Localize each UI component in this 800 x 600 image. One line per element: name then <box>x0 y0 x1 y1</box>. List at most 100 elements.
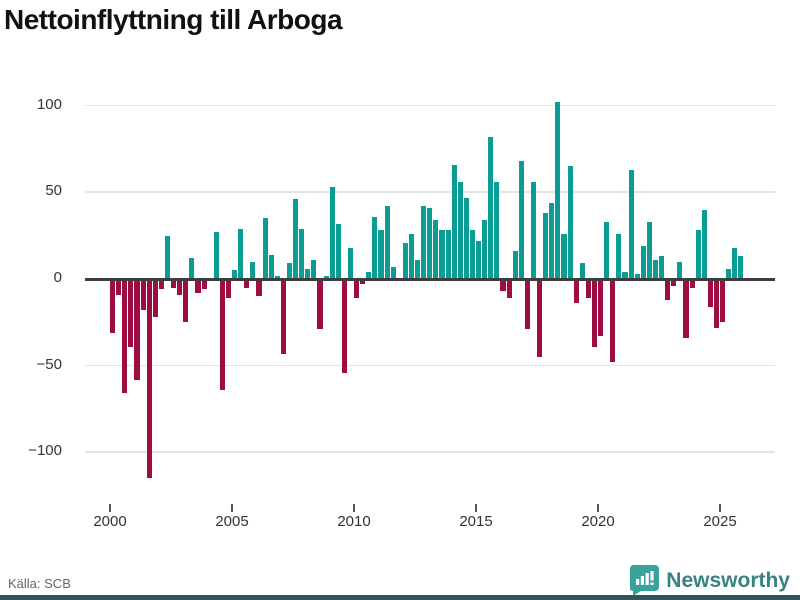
bar <box>299 228 305 279</box>
x-axis-label: 2010 <box>337 513 371 530</box>
bar <box>201 279 207 290</box>
bar <box>274 275 280 279</box>
bar <box>567 166 573 279</box>
x-axis-tick <box>597 504 599 512</box>
bar <box>610 279 616 363</box>
bar <box>189 258 195 279</box>
bar <box>146 279 152 479</box>
chart-title: Nettoinflyttning till Arboga <box>4 4 343 35</box>
bar <box>225 279 232 299</box>
bar <box>335 223 341 279</box>
bar <box>415 259 421 279</box>
x-axis-tick <box>231 504 233 512</box>
bar <box>469 230 476 279</box>
y-axis-tick-label: −100 <box>28 442 62 460</box>
bar <box>726 268 732 279</box>
bar <box>457 181 463 279</box>
gridline <box>85 191 775 193</box>
bar <box>695 230 701 279</box>
bar <box>427 207 433 279</box>
bar <box>280 279 286 354</box>
bar <box>488 136 494 279</box>
bar <box>616 233 622 279</box>
bar <box>732 247 738 279</box>
bar <box>683 279 689 338</box>
bar <box>555 102 561 279</box>
bar <box>506 279 512 299</box>
x-axis-label: 2000 <box>93 513 127 530</box>
x-axis-label: 2015 <box>459 513 493 530</box>
bar <box>671 279 677 286</box>
bar <box>122 279 128 394</box>
bar <box>402 242 408 279</box>
x-axis-tick <box>475 504 477 512</box>
bar <box>329 187 335 279</box>
bar <box>219 279 225 390</box>
bar <box>354 279 360 299</box>
bar <box>152 279 158 318</box>
bar <box>579 263 585 279</box>
gridline <box>85 451 775 453</box>
bar <box>585 279 591 299</box>
bar <box>390 266 396 279</box>
bar <box>665 279 671 300</box>
gridline <box>85 364 775 367</box>
bar <box>561 233 567 279</box>
bar <box>689 279 695 288</box>
bar <box>140 279 146 311</box>
bar <box>164 235 171 279</box>
bar <box>158 279 164 290</box>
bar <box>366 272 372 279</box>
bar <box>177 279 183 295</box>
bar <box>659 256 665 279</box>
x-axis-label: 2005 <box>215 513 249 530</box>
bar <box>433 220 439 279</box>
footer-accent-bar <box>0 595 800 600</box>
bar <box>378 230 384 279</box>
bar <box>634 273 640 279</box>
bar <box>134 279 140 380</box>
bar <box>311 259 317 279</box>
bar <box>421 206 427 279</box>
bar <box>628 169 634 279</box>
x-axis-label: 2025 <box>703 513 737 530</box>
bar <box>238 228 244 279</box>
bar <box>360 279 366 285</box>
x-axis-tick <box>353 504 355 512</box>
bar <box>604 221 610 279</box>
bar <box>598 279 604 337</box>
bar <box>573 279 579 304</box>
bar <box>543 213 549 279</box>
bar <box>347 247 354 279</box>
y-axis-tick-label: 100 <box>36 95 62 113</box>
bar <box>463 197 469 279</box>
x-axis-tick <box>719 504 721 512</box>
bar <box>518 161 524 279</box>
bar <box>128 279 134 347</box>
bar <box>171 279 177 288</box>
bar <box>476 240 482 279</box>
bar <box>652 259 659 279</box>
bar <box>646 221 652 279</box>
bar <box>701 209 707 279</box>
bar <box>244 279 250 288</box>
bar <box>713 279 720 328</box>
bar <box>262 218 268 279</box>
bar <box>384 206 390 279</box>
source-text: Källa: SCB <box>8 576 71 591</box>
newsworthy-logo: Newsworthy <box>630 565 790 596</box>
bar <box>408 233 415 279</box>
bar <box>549 202 555 279</box>
bar <box>720 279 726 323</box>
bar <box>482 220 488 279</box>
bar <box>116 279 122 295</box>
bar <box>232 270 238 279</box>
bar <box>372 216 378 279</box>
bar <box>341 279 347 373</box>
bar <box>213 232 219 279</box>
x-axis-tick <box>109 504 111 512</box>
x-axis-label: 2020 <box>581 513 615 530</box>
bar <box>286 263 293 279</box>
bar <box>707 279 713 307</box>
